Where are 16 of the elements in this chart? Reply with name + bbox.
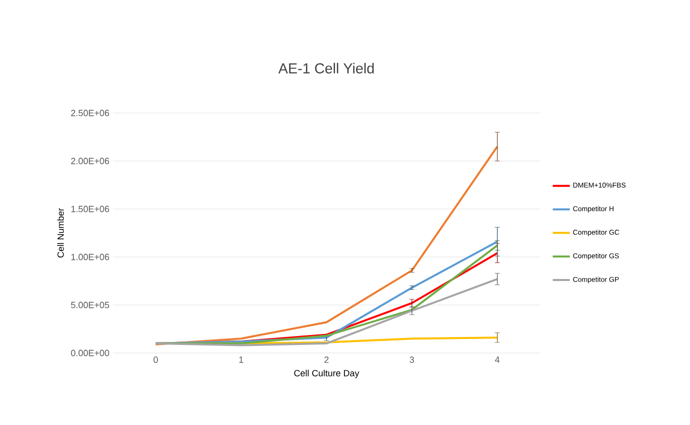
y-axis-title: Cell Number: [57, 208, 64, 258]
y-tick-label: 0.00E+00: [71, 350, 110, 356]
x-tick-label: 0: [154, 356, 158, 363]
x-tick-label: 2: [324, 356, 329, 363]
y-tick-label: 1.50E+06: [71, 206, 110, 212]
x-tick-label: 4: [495, 356, 500, 363]
y-tick-label: 1.00E+06: [71, 254, 110, 260]
y-tick-label: 2.00E+06: [71, 158, 110, 164]
line-series: [154, 278, 498, 346]
chart-title: AE-1 Cell Yield: [278, 62, 374, 74]
x-tick-label: 1: [239, 356, 244, 363]
line-series: [154, 146, 498, 346]
y-tick-label: 2.50E+06: [71, 110, 110, 116]
y-tick-label: 5.00E+05: [71, 302, 110, 308]
x-tick-label: 3: [410, 356, 414, 363]
x-axis-title: Cell Culture Day: [294, 370, 360, 378]
